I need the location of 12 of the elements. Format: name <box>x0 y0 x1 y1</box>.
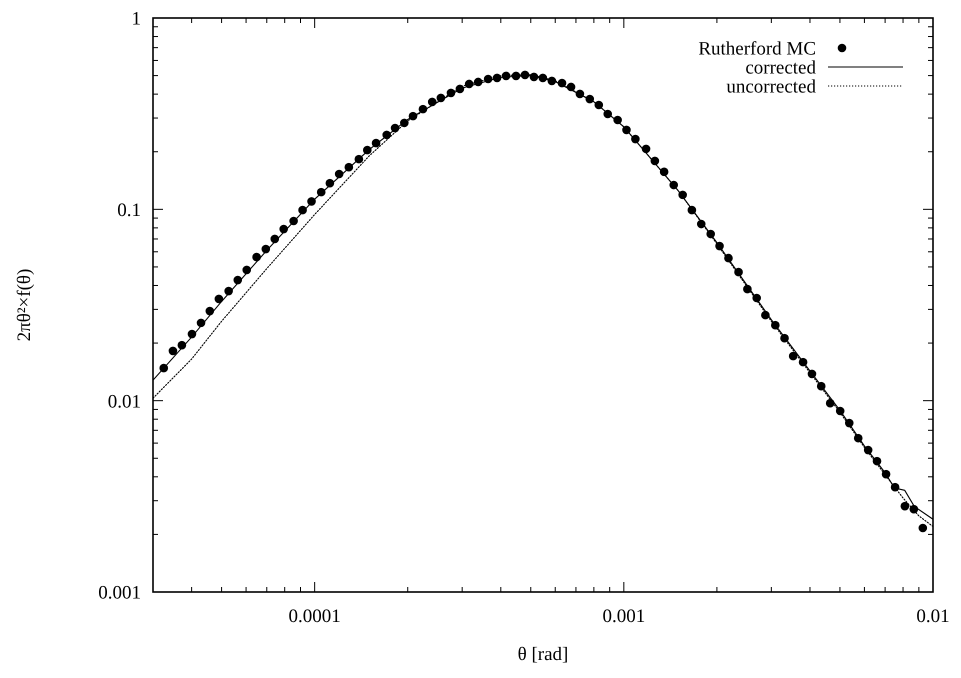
y-axis-title: 2πθ²×f(θ) <box>14 268 35 342</box>
legend-label: uncorrected <box>726 76 816 98</box>
y-tick-label: 1 <box>132 8 141 30</box>
y-tick-label: 0.1 <box>117 200 141 221</box>
x-axis-title: θ [rad] <box>518 644 568 665</box>
y-tick-label: 0.01 <box>108 391 141 412</box>
y-tick-label: 0.001 <box>98 582 141 604</box>
x-tick-label: 0.01 <box>916 606 950 627</box>
x-tick-label: 0.0001 <box>288 606 341 627</box>
x-tick-label: 0.001 <box>602 606 646 627</box>
legend-label: Rutherford MC <box>698 38 816 60</box>
legend-label: corrected <box>745 58 816 79</box>
